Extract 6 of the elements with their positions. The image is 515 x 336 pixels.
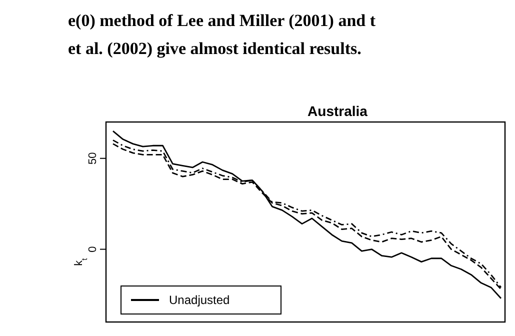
- text: et al. (2002) give almost identical results.: [68, 39, 362, 58]
- text: e(0) method of Lee and Miller (2001) and t: [68, 11, 376, 30]
- y-tick-label: 50: [87, 152, 99, 164]
- y-tick-label: 0: [87, 246, 99, 252]
- chart-title: Australia: [308, 103, 368, 119]
- legend-label: Unadjusted: [169, 293, 230, 307]
